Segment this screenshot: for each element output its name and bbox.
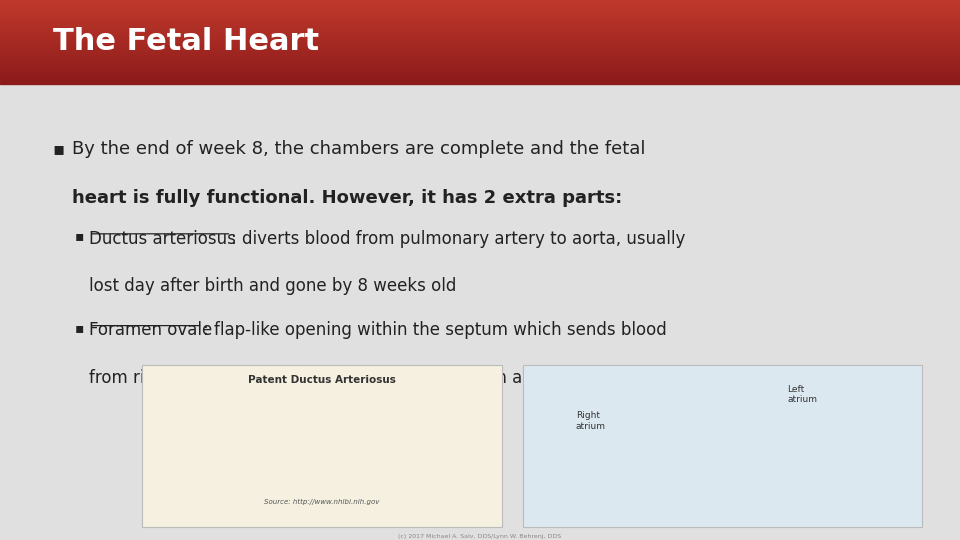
Bar — [0, 65, 960, 66]
Bar — [0, 49, 960, 50]
Bar — [0, 70, 960, 71]
Text: ▪: ▪ — [75, 321, 84, 335]
Text: heart is fully functional. However, it has 2 extra parts:: heart is fully functional. However, it h… — [72, 189, 622, 207]
Bar — [0, 36, 960, 37]
Bar — [0, 79, 960, 80]
Text: (c) 2017 Michael A. Salv, DDS/Lynn W. Behrenj, DDS: (c) 2017 Michael A. Salv, DDS/Lynn W. Be… — [398, 534, 562, 539]
Bar — [0, 2, 960, 3]
Text: ▪: ▪ — [53, 140, 65, 158]
Text: Left
atrium: Left atrium — [787, 384, 817, 404]
Bar — [0, 60, 960, 62]
Bar — [0, 57, 960, 58]
Bar — [0, 28, 960, 29]
Bar — [0, 50, 960, 51]
Text: By the end of week 8, the chambers are complete and the fetal: By the end of week 8, the chambers are c… — [72, 140, 645, 158]
Bar — [0, 15, 960, 16]
Bar — [0, 10, 960, 11]
Bar — [0, 35, 960, 36]
Bar — [0, 4, 960, 5]
Bar — [523, 364, 922, 526]
Bar — [0, 78, 960, 79]
Bar — [0, 77, 960, 78]
Bar — [0, 30, 960, 31]
Text: lost day after birth and gone by 8 weeks old: lost day after birth and gone by 8 weeks… — [89, 277, 457, 295]
Bar — [0, 76, 960, 77]
Bar — [0, 26, 960, 27]
Bar — [0, 84, 960, 540]
Text: from right atrium to left atrium, usually lost within a few weeks of birth: from right atrium to left atrium, usuall… — [89, 369, 681, 387]
Bar — [0, 21, 960, 22]
Bar — [0, 32, 960, 33]
Bar — [0, 53, 960, 55]
Bar — [0, 83, 960, 84]
Text: : diverts blood from pulmonary artery to aorta, usually: : diverts blood from pulmonary artery to… — [231, 230, 685, 247]
Bar — [0, 20, 960, 21]
Bar — [0, 40, 960, 41]
Bar — [0, 45, 960, 46]
Bar — [0, 55, 960, 56]
Bar — [0, 19, 960, 20]
Bar — [0, 6, 960, 8]
Bar — [0, 58, 960, 59]
Bar — [0, 75, 960, 76]
Bar — [0, 46, 960, 47]
Bar — [0, 56, 960, 57]
Text: Source: http://www.nhlbi.nih.gov: Source: http://www.nhlbi.nih.gov — [264, 499, 379, 505]
Bar — [0, 23, 960, 24]
Bar — [0, 11, 960, 12]
Bar — [0, 31, 960, 32]
Bar — [0, 59, 960, 60]
Bar — [0, 82, 960, 83]
Bar — [0, 72, 960, 73]
Text: Foramen ovale: Foramen ovale — [89, 321, 212, 339]
Bar — [0, 18, 960, 19]
Bar — [0, 58, 960, 59]
Bar — [0, 3, 960, 4]
Bar — [0, 9, 960, 10]
Bar — [0, 75, 960, 76]
Bar — [0, 63, 960, 64]
Bar — [0, 62, 960, 63]
Bar — [0, 33, 960, 35]
Bar — [0, 69, 960, 70]
Bar — [0, 80, 960, 82]
Text: Right
atrium: Right atrium — [576, 411, 606, 431]
Bar — [0, 8, 960, 9]
Bar — [0, 12, 960, 14]
Bar — [0, 38, 960, 39]
Text: Patent Ductus Arteriosus: Patent Ductus Arteriosus — [248, 375, 396, 386]
Bar — [0, 14, 960, 15]
Bar — [0, 0, 960, 1]
Bar — [0, 22, 960, 23]
Bar — [0, 1, 960, 2]
Bar — [142, 364, 502, 526]
Bar — [0, 39, 960, 40]
Bar — [0, 17, 960, 18]
Bar — [0, 71, 960, 72]
Bar — [0, 73, 960, 75]
Bar — [0, 41, 960, 42]
Bar — [0, 51, 960, 52]
Bar — [0, 27, 960, 28]
Bar — [0, 29, 960, 30]
Bar — [0, 42, 960, 43]
Text: ▪: ▪ — [75, 230, 84, 244]
Bar — [0, 47, 960, 48]
Bar — [0, 52, 960, 53]
Bar — [0, 48, 960, 49]
Text: Ductus arteriosus: Ductus arteriosus — [89, 230, 236, 247]
Bar — [0, 64, 960, 65]
Bar — [0, 67, 960, 68]
Bar — [0, 5, 960, 6]
Bar — [0, 66, 960, 67]
Bar — [0, 24, 960, 25]
Text: The Fetal Heart: The Fetal Heart — [53, 28, 319, 56]
Bar — [0, 43, 960, 44]
Bar — [0, 16, 960, 17]
Bar — [0, 44, 960, 45]
Bar — [0, 25, 960, 26]
Text: : flap-like opening within the septum which sends blood: : flap-like opening within the septum wh… — [203, 321, 666, 339]
Bar — [0, 37, 960, 38]
Bar — [0, 68, 960, 69]
